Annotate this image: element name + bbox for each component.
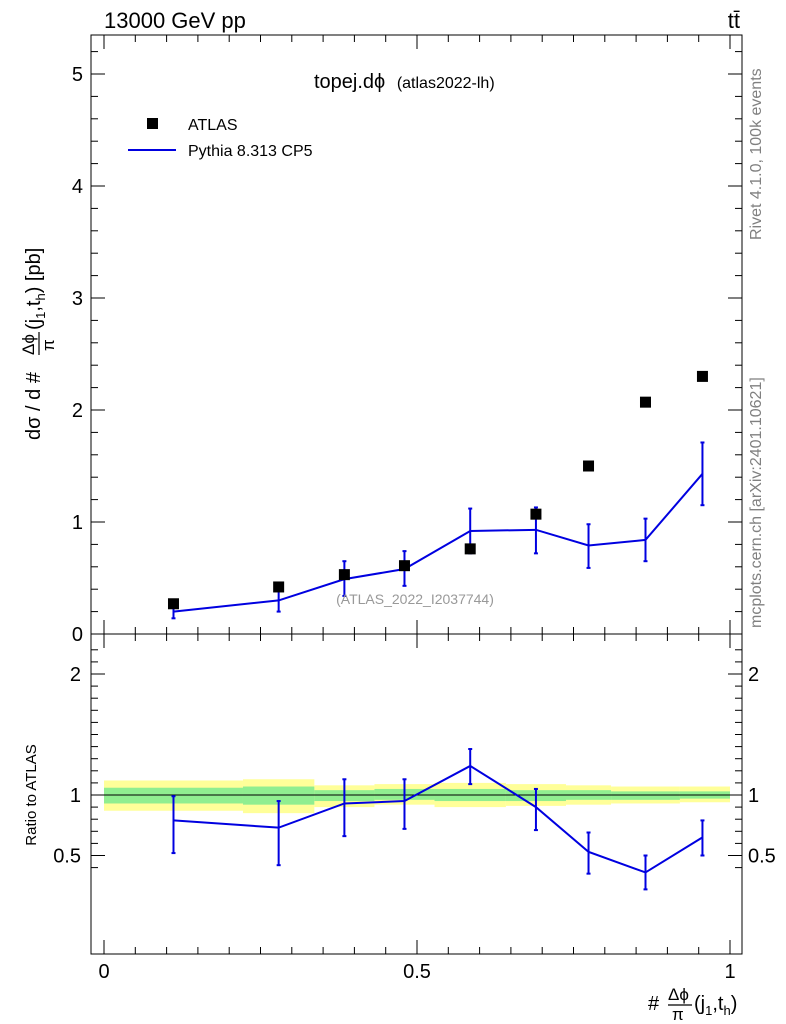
ylabel-sub1: 1 (33, 312, 48, 319)
x-axis-label: # Δϕ π (j1,th) (648, 985, 737, 1024)
atlas-data-point (167, 598, 179, 610)
x-tick-label: 1 (724, 961, 735, 983)
svg-text:(j1,th) [pb]: (j1,th) [pb] (23, 248, 48, 330)
side-note-top: Rivet 4.1.0, 100k events (748, 68, 765, 240)
ylabel-args: (j (23, 319, 45, 330)
ylabel-sub2: h (33, 293, 48, 300)
atlas-data-point (464, 543, 476, 555)
main-series (167, 370, 708, 620)
ratio-y-tick-label-left: 2 (70, 664, 81, 686)
xlabel-comma: ,t (712, 993, 724, 1015)
atlas-data-point (273, 581, 285, 593)
atlas-data-point (583, 460, 595, 472)
atlas-data-point (338, 569, 350, 581)
legend-atlas-marker (147, 118, 158, 129)
xlabel-sub2: h (723, 1003, 730, 1018)
atlas-data-point (530, 508, 542, 520)
atlas-data-point (398, 560, 410, 572)
ratio-y-tick-label-right: 1 (748, 785, 759, 807)
legend-pythia-label: Pythia 8.313 CP5 (188, 143, 313, 160)
svg-text:dσ / d #: dσ / d # (23, 371, 45, 440)
ratio-series (171, 748, 705, 891)
legend: ATLAS Pythia 8.313 CP5 (128, 117, 313, 160)
x-tick-label: 0.5 (403, 961, 431, 983)
main-y-tick-label: 3 (72, 288, 83, 310)
ratio-bands (104, 779, 730, 814)
ylabel-comma: ,t (23, 300, 45, 312)
plot-title: topej.dϕ (atlas2022-lh) (314, 71, 495, 93)
process-label: tt̄ (728, 8, 740, 33)
main-y-tick-label: 1 (72, 512, 83, 534)
ratio-y-tick-label-left: 0.5 (53, 846, 81, 868)
main-y-tick-label: 2 (72, 400, 83, 422)
ratio-y-tick-label-right: 0.5 (748, 846, 776, 868)
xlabel-left: # (648, 993, 660, 1015)
main-y-axis-label: dσ / d # Δϕ π (j1,th) [pb] (19, 248, 58, 440)
atlas-data-point (639, 396, 651, 408)
ratio-green-band (242, 786, 315, 805)
main-y-tick-label: 4 (72, 176, 83, 198)
ratio-y-axis-label: Ratio to ATLAS (23, 744, 40, 845)
xlabel-num: Δϕ (668, 985, 689, 1004)
xlabel-args: (j (694, 993, 705, 1015)
ratio-green-band (611, 791, 680, 800)
ylabel-left: dσ / d # (23, 371, 45, 440)
ylabel-num: Δϕ (19, 334, 38, 355)
xlabel-den: π (672, 1005, 684, 1024)
plot-title-sub: (atlas2022-lh) (397, 75, 495, 92)
main-y-tick-label: 0 (72, 624, 83, 646)
legend-atlas-label: ATLAS (188, 117, 238, 134)
ratio-ticks: 0.5 0.5 1 1 2 2 0 0.5 1 (53, 634, 776, 983)
ylabel-den: π (39, 339, 58, 351)
svg-text:(j1,th): (j1,th) (694, 993, 737, 1018)
main-panel: 0 1 2 3 4 5 topej.dϕ (atlas2022-lh) (ATLAS_20… (19, 34, 743, 646)
main-y-tick-label: 5 (72, 64, 83, 86)
x-tick-label: 0 (98, 961, 109, 983)
side-note-bottom: mcplots.cern.ch [arXiv:2401.10621] (748, 377, 765, 628)
plot-title-main: topej.dϕ (314, 71, 385, 93)
main-ticks: 0 1 2 3 4 5 (72, 35, 742, 646)
ratio-y-tick-label-left: 1 (70, 785, 81, 807)
xlabel-close: ) (731, 993, 738, 1015)
ratio-panel: 0.5 0.5 1 1 2 2 0 0.5 1 Ratio to ATLAS # Δϕ π (j… (23, 633, 776, 1024)
ylabel-close: ) [pb] (23, 248, 45, 294)
xlabel-sub1: 1 (705, 1003, 712, 1018)
watermark: (ATLAS_2022_I2037744) (336, 591, 494, 607)
atlas-data-point (696, 370, 708, 382)
ratio-y-tick-label-right: 2 (748, 664, 759, 686)
energy-label: 13000 GeV pp (104, 8, 246, 33)
